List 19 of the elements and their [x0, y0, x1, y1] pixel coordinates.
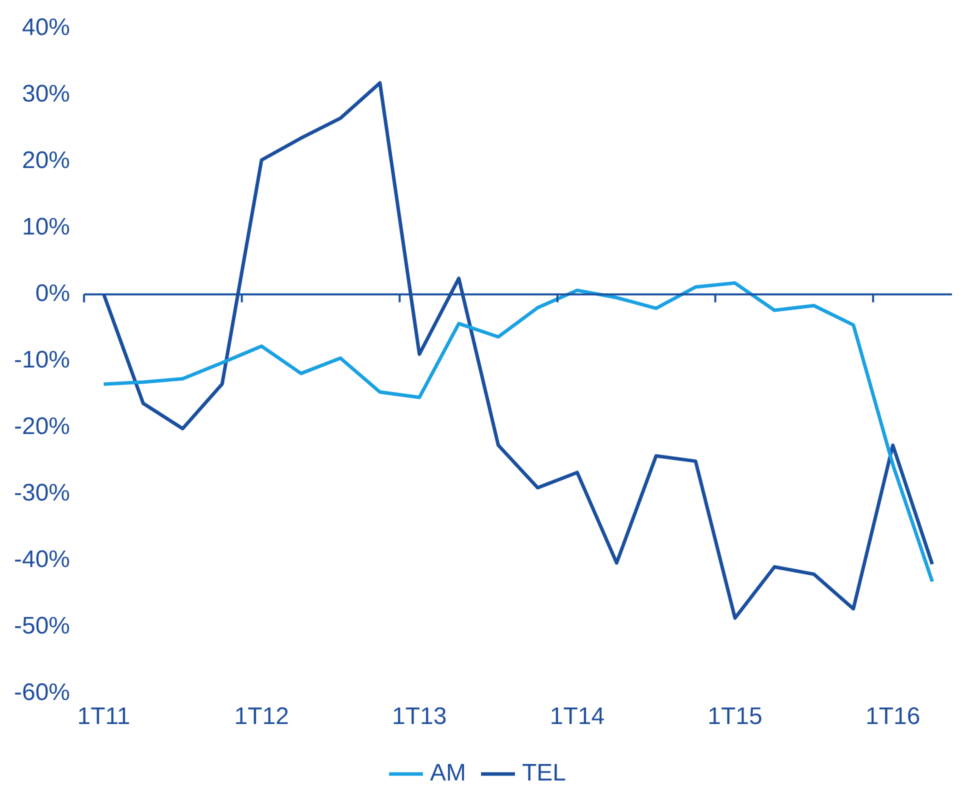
x-tick-label: 1T11 — [77, 703, 130, 730]
y-tick-label: 20% — [22, 146, 70, 174]
x-tick-label: 1T16 — [865, 703, 920, 730]
legend-label: AM — [430, 760, 466, 787]
y-tick-label: 0% — [35, 280, 70, 307]
legend-label: TEL — [522, 760, 566, 787]
y-tick-label: 30% — [22, 80, 70, 108]
y-tick-label: -50% — [14, 612, 70, 640]
y-tick-label: 40% — [22, 14, 70, 42]
x-tick-label: 1T14 — [550, 703, 605, 730]
x-tick-label: 1T12 — [234, 703, 289, 730]
y-tick-label: 10% — [22, 213, 70, 240]
y-tick-label: -60% — [14, 678, 70, 706]
y-tick-label: -40% — [14, 546, 70, 573]
x-tick-label: 1T13 — [392, 703, 447, 730]
y-tick-label: -30% — [14, 479, 70, 506]
y-tick-label: -10% — [14, 346, 70, 374]
y-tick-label: -20% — [14, 412, 70, 440]
x-tick-label: 1T15 — [708, 703, 762, 730]
